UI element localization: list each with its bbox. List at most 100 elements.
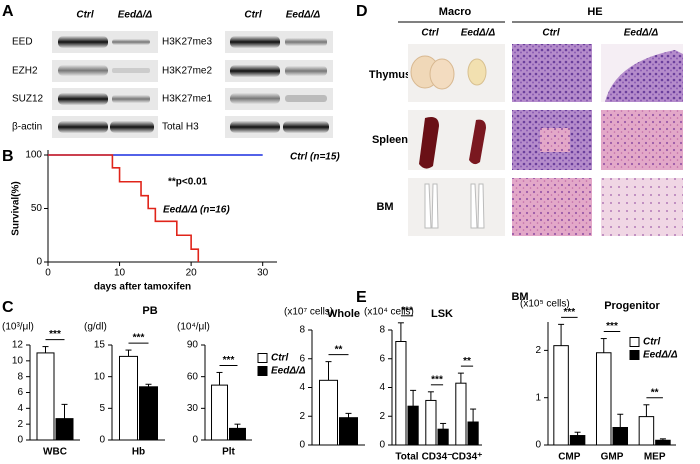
y-tick-label: 90	[187, 340, 199, 351]
y-tick-label: 2	[17, 419, 23, 430]
y-axis-title: Survival(%)	[11, 181, 22, 235]
y-tick-label: 0	[192, 435, 198, 446]
y-tick-label: 30	[187, 403, 199, 414]
bar	[319, 379, 338, 446]
histology-row: BM	[376, 201, 393, 213]
histology-row: Spleen	[372, 134, 408, 146]
histology-column: EedΔ/Δ	[624, 28, 659, 39]
histology-header: HE	[587, 6, 602, 18]
panel-label: A	[2, 3, 14, 20]
series-label: Ctrl (n=15)	[290, 152, 340, 163]
y-tick-label: 0	[299, 440, 305, 451]
bar	[407, 405, 419, 446]
y-tick-label: 12	[12, 340, 24, 351]
x-tick-label: CD34⁺	[452, 452, 483, 463]
blot-label: SUZ12	[12, 94, 44, 105]
histology-column: Ctrl	[542, 28, 559, 39]
x-tick-label: CMP	[558, 452, 581, 463]
y-tick-label: 50	[31, 203, 43, 214]
bar	[339, 417, 358, 446]
significance: **	[651, 387, 659, 398]
blot-label: H3K27me2	[162, 66, 212, 77]
y-tick-label: 60	[187, 371, 199, 382]
y-tick-label: 8	[17, 371, 23, 382]
y-tick-label: 8	[299, 325, 305, 336]
y-tick-label: 4	[17, 403, 23, 414]
significance: ***	[563, 307, 575, 318]
significance: ***	[49, 329, 61, 340]
blot-column: EedΔ/Δ	[118, 10, 153, 21]
unit-label: (10⁴/μl)	[177, 322, 210, 333]
unit-label: (x10⁴ cells)	[364, 307, 414, 318]
bar	[395, 341, 407, 446]
significance: ***	[606, 321, 618, 332]
panel-label: B	[2, 148, 14, 165]
bar	[36, 352, 55, 441]
x-tick-label: MEP	[644, 452, 666, 463]
blots-right: H3K27me3 H3K27me2 H3K27me1 Total H3	[162, 31, 333, 138]
x-axis-title: days after tamoxifen	[94, 282, 191, 293]
blots-left: EED EZH2 SUZ12 β-actin	[12, 31, 158, 138]
panel-label: C	[2, 299, 14, 316]
histology-column: Ctrl	[421, 28, 438, 39]
bar	[437, 428, 449, 446]
blot-label: H3K27me1	[162, 94, 212, 105]
group-title: PB	[142, 305, 157, 317]
chart-title: Progenitor	[604, 300, 660, 312]
bar	[229, 427, 246, 441]
legend-label: Ctrl	[643, 337, 660, 348]
bar	[467, 421, 479, 446]
bar	[638, 416, 655, 446]
bar	[553, 345, 569, 446]
significance: ***	[431, 374, 443, 385]
x-tick-label: 0	[45, 268, 51, 279]
y-tick-label: 8	[379, 325, 385, 336]
blot-label: β-actin	[12, 122, 42, 133]
y-tick-label: 0	[99, 435, 105, 446]
x-tick-label: WBC	[43, 447, 67, 458]
x-tick-label: 10	[114, 268, 126, 279]
y-tick-label: 6	[17, 387, 23, 398]
legend-swatch	[629, 350, 640, 360]
chart-title: LSK	[431, 308, 453, 320]
blot-column: EedΔ/Δ	[286, 10, 321, 21]
significance: **	[463, 356, 471, 367]
y-tick-label: 2	[299, 411, 305, 422]
x-tick-label: Plt	[222, 447, 235, 458]
legend-label: EedΔ/Δ	[271, 366, 306, 377]
y-tick-label: 15	[94, 340, 106, 351]
he-images	[512, 44, 683, 236]
blot-label: Total H3	[162, 122, 199, 133]
histology-row: Thymus	[369, 69, 411, 81]
legend-label: EedΔ/Δ	[643, 350, 678, 361]
x-tick-label: GMP	[601, 452, 624, 463]
legend-swatch	[257, 353, 268, 363]
bar	[655, 439, 671, 446]
x-tick-label: 20	[186, 268, 198, 279]
y-tick-label: 0	[535, 440, 541, 451]
significance: **	[335, 344, 343, 355]
chart-title: Whole	[327, 308, 360, 320]
bar	[612, 426, 629, 446]
legend-swatch	[629, 337, 640, 347]
bar	[595, 352, 612, 446]
histology-column: EedΔ/Δ	[461, 28, 496, 39]
significance: ***	[133, 333, 145, 344]
significance: ***	[401, 305, 413, 316]
x-tick-label: 30	[257, 268, 269, 279]
histology-header: Macro	[439, 6, 472, 18]
blot-column: Ctrl	[244, 10, 261, 21]
unit-label: (10³/μl)	[2, 322, 34, 333]
y-tick-label: 6	[299, 353, 305, 364]
macro-images	[408, 44, 505, 236]
legend-label: Ctrl	[271, 353, 288, 364]
bar	[139, 386, 158, 441]
series-label: EedΔ/Δ (n=16)	[163, 205, 230, 216]
panel-label: E	[356, 289, 367, 306]
x-tick-label: Hb	[132, 447, 145, 458]
y-tick-label: 10	[94, 371, 106, 382]
y-tick-label: 5	[99, 403, 105, 414]
y-tick-label: 100	[25, 150, 42, 161]
bar	[455, 382, 467, 446]
